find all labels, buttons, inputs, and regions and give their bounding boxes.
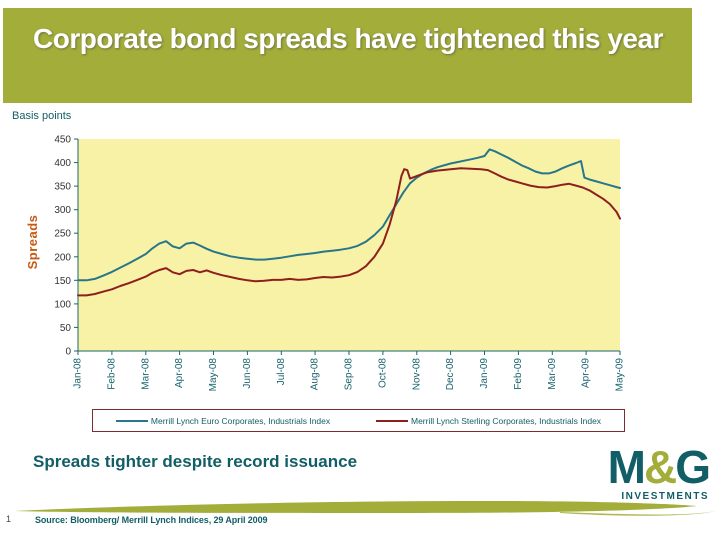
svg-text:Feb-09: Feb-09 (513, 358, 524, 390)
sterling-line-swatch (375, 419, 408, 422)
euro-legend-label: Merrill Lynch Euro Corporates, Industria… (150, 415, 331, 426)
svg-text:200: 200 (54, 252, 71, 263)
svg-text:Sep-08: Sep-08 (344, 358, 355, 391)
logo-wordmark: M&G (597, 441, 711, 493)
page-number: 1 (6, 514, 12, 524)
legend-item-euro: Merrill Lynch Euro Corporates, Industria… (115, 415, 331, 426)
svg-text:300: 300 (54, 205, 71, 216)
logo-letter-g: G (675, 441, 711, 493)
svg-text:Jan-08: Jan-08 (73, 358, 84, 389)
legend-item-sterling: Merrill Lynch Sterling Corporates, Indus… (375, 415, 602, 426)
sterling-legend-label: Merrill Lynch Sterling Corporates, Indus… (410, 415, 602, 426)
logo-ampersand: & (643, 441, 677, 493)
svg-text:400: 400 (54, 158, 71, 169)
svg-text:Apr-08: Apr-08 (174, 358, 185, 388)
basis-points-label: Basis points (12, 110, 72, 122)
slide-title: Corporate bond spreads have tightened th… (33, 23, 663, 54)
mg-investments-logo: M&G INVESTMENTS (597, 441, 711, 502)
euro-line-swatch (115, 419, 148, 422)
svg-text:Aug-08: Aug-08 (310, 358, 321, 391)
svg-text:Jan-09: Jan-09 (479, 358, 490, 389)
svg-text:Apr-09: Apr-09 (581, 358, 592, 388)
svg-text:0: 0 (65, 347, 71, 358)
svg-text:Mar-09: Mar-09 (547, 358, 558, 390)
svg-text:Jun-08: Jun-08 (242, 358, 253, 389)
svg-text:50: 50 (60, 323, 72, 334)
title-banner: Corporate bond spreads have tightened th… (3, 8, 692, 103)
source-note: Source: Bloomberg/ Merrill Lynch Indices… (35, 515, 268, 525)
svg-text:Nov-08: Nov-08 (411, 358, 422, 391)
svg-text:Dec-08: Dec-08 (445, 358, 456, 391)
logo-letter-m: M (607, 441, 646, 493)
slide-subtitle: Spreads tighter despite record issuance (33, 452, 358, 471)
chart-legend: Merrill Lynch Euro Corporates, Industria… (92, 409, 625, 432)
svg-text:450: 450 (54, 135, 71, 146)
svg-text:May-09: May-09 (615, 358, 626, 392)
svg-text:150: 150 (54, 276, 71, 287)
svg-text:Jul-08: Jul-08 (276, 358, 287, 386)
svg-text:100: 100 (54, 299, 71, 310)
svg-text:May-08: May-08 (208, 358, 219, 392)
svg-text:Mar-08: Mar-08 (140, 358, 151, 390)
svg-text:350: 350 (54, 182, 71, 193)
logo-investments-label: INVESTMENTS (621, 491, 709, 502)
svg-text:Oct-08: Oct-08 (377, 358, 388, 388)
svg-text:250: 250 (54, 229, 71, 240)
svg-text:Feb-08: Feb-08 (106, 358, 117, 390)
